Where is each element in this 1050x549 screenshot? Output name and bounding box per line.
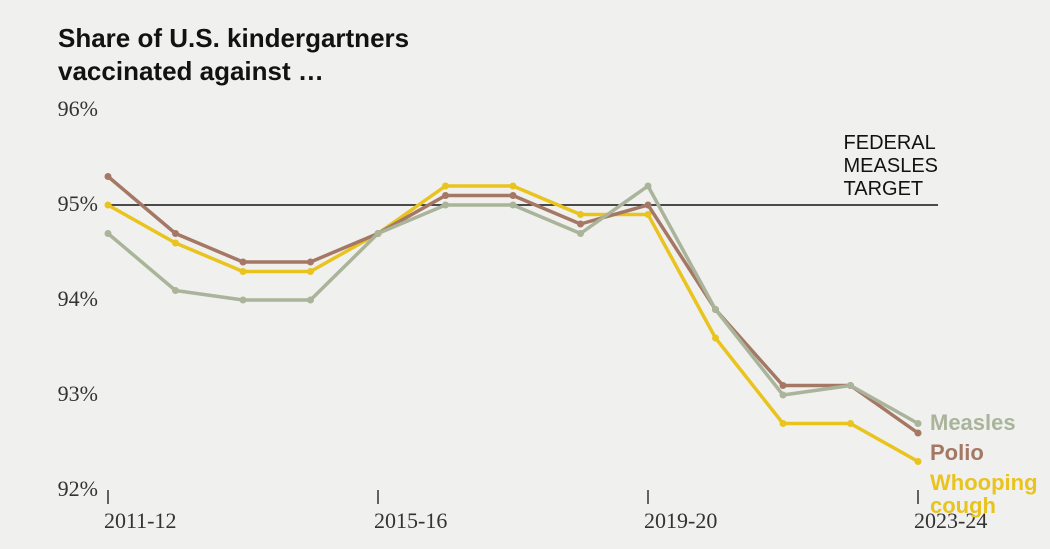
chart-title-line1: Share of U.S. kindergartners bbox=[58, 23, 409, 53]
x-axis-label: 2011-12 bbox=[104, 508, 177, 534]
y-axis-label: 95% bbox=[58, 191, 98, 217]
series-label: Polio bbox=[930, 441, 984, 464]
series-label: Whoopingcough bbox=[930, 471, 1038, 517]
y-axis-label: 96% bbox=[58, 96, 98, 122]
y-axis-label: 94% bbox=[58, 286, 98, 312]
x-axis-label: 2019-20 bbox=[644, 508, 717, 534]
chart-title: Share of U.S. kindergartners vaccinated … bbox=[58, 22, 409, 87]
y-axis-label: 92% bbox=[58, 476, 98, 502]
target-label-l1: FEDERAL bbox=[844, 132, 936, 154]
target-label-l3: TARGET bbox=[844, 178, 924, 200]
federal-target-label: FEDERALMEASLESTARGET bbox=[844, 132, 938, 201]
target-label-l2: MEASLES bbox=[844, 155, 938, 177]
x-axis-label: 2015-16 bbox=[374, 508, 447, 534]
chart-title-line2: vaccinated against … bbox=[58, 56, 324, 86]
series-label: Measles bbox=[930, 411, 1016, 434]
y-axis-label: 93% bbox=[58, 381, 98, 407]
